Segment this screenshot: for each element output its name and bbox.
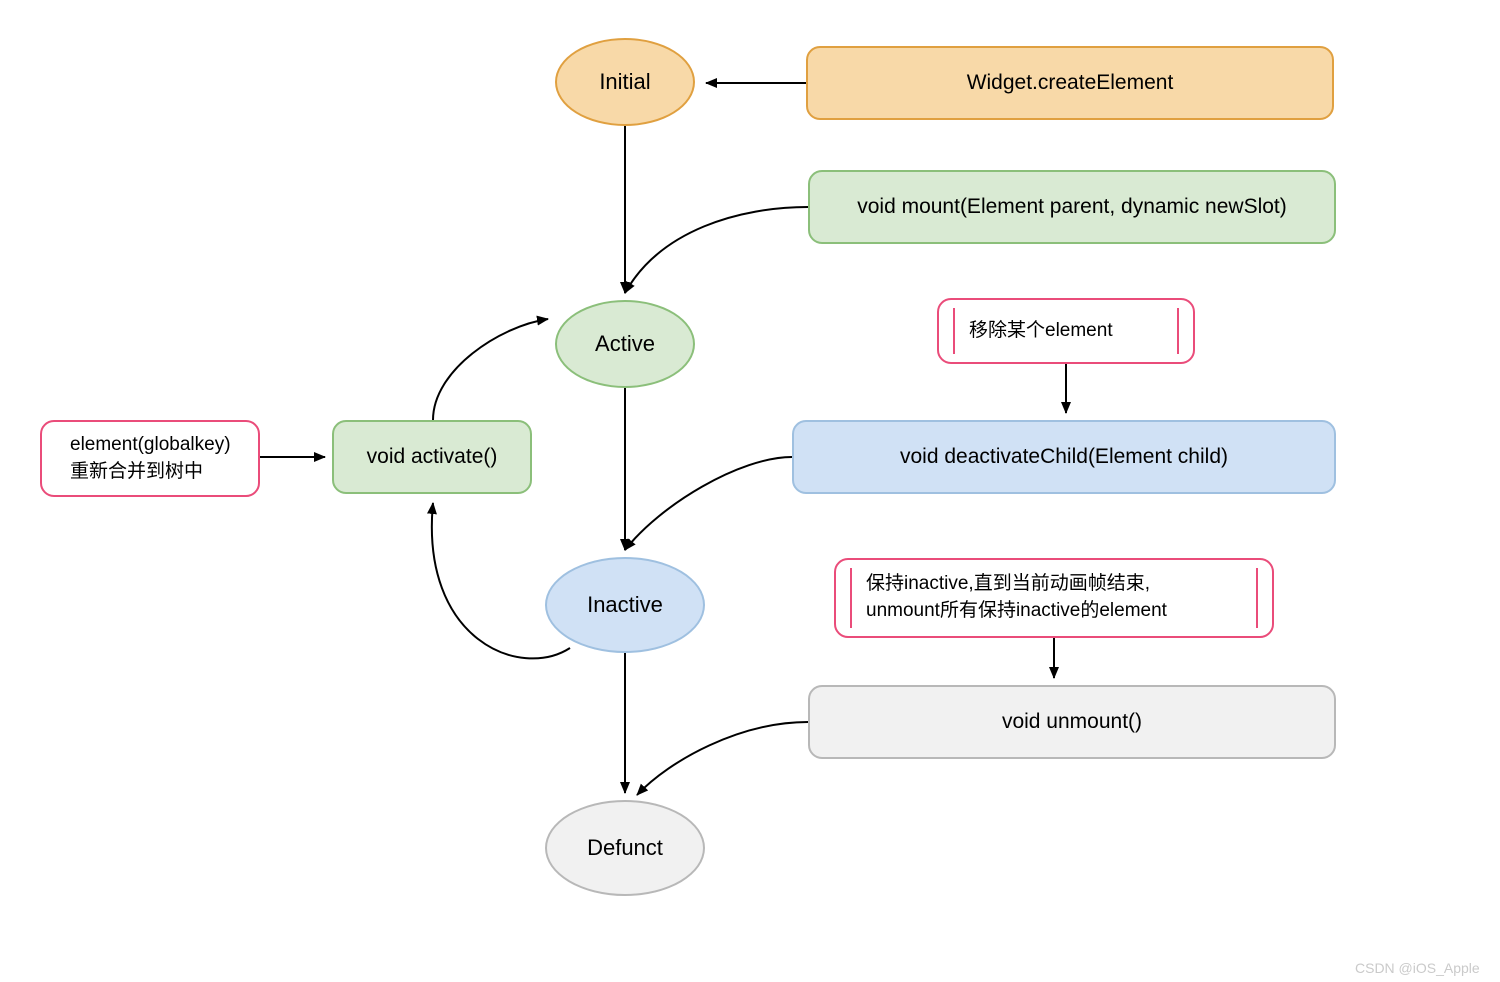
- callout-remove-element: 移除某个element: [937, 298, 1195, 364]
- callout-line: unmount所有保持inactive的element: [866, 598, 1242, 625]
- method-create-element-label: Widget.createElement: [967, 71, 1174, 95]
- edge-unmount-to-defunct: [637, 722, 808, 795]
- callout-line: element(globalkey): [70, 432, 231, 459]
- method-unmount-label: void unmount(): [1002, 710, 1142, 734]
- callout-line: 重新合并到树中: [70, 459, 231, 486]
- method-deactivate: void deactivateChild(Element child): [792, 420, 1336, 494]
- method-unmount: void unmount(): [808, 685, 1336, 759]
- method-create-element: Widget.createElement: [806, 46, 1334, 120]
- state-active: Active: [555, 300, 695, 388]
- callout-bar: [1177, 308, 1179, 354]
- callout-line: 移除某个element: [969, 318, 1163, 345]
- method-activate: void activate(): [332, 420, 532, 494]
- callout-line: 保持inactive,直到当前动画帧结束,: [866, 571, 1242, 598]
- watermark-text: CSDN @iOS_Apple: [1355, 960, 1480, 976]
- state-initial: Initial: [555, 38, 695, 126]
- state-defunct: Defunct: [545, 800, 705, 896]
- state-initial-label: Initial: [599, 69, 650, 95]
- state-inactive: Inactive: [545, 557, 705, 653]
- callout-globalkey: element(globalkey) 重新合并到树中: [40, 420, 260, 497]
- method-mount: void mount(Element parent, dynamic newSl…: [808, 170, 1336, 244]
- edge-activate-to-active: [433, 319, 548, 420]
- callout-globalkey-text: element(globalkey) 重新合并到树中: [56, 422, 245, 495]
- edge-inactive-to-activate: [432, 503, 570, 658]
- method-mount-label: void mount(Element parent, dynamic newSl…: [857, 195, 1287, 219]
- state-inactive-label: Inactive: [587, 592, 663, 618]
- method-activate-label: void activate(): [367, 445, 498, 469]
- method-deactivate-label: void deactivateChild(Element child): [900, 445, 1228, 469]
- state-defunct-label: Defunct: [587, 835, 663, 861]
- callout-keep-inactive: 保持inactive,直到当前动画帧结束, unmount所有保持inactiv…: [834, 558, 1274, 638]
- edge-deactivate-to-inactive: [625, 457, 792, 550]
- callout-bar: [1256, 568, 1258, 628]
- callout-keep-inactive-text: 保持inactive,直到当前动画帧结束, unmount所有保持inactiv…: [852, 561, 1256, 634]
- edge-mount-to-active: [625, 207, 808, 293]
- state-active-label: Active: [595, 331, 655, 357]
- callout-remove-element-text: 移除某个element: [955, 308, 1177, 355]
